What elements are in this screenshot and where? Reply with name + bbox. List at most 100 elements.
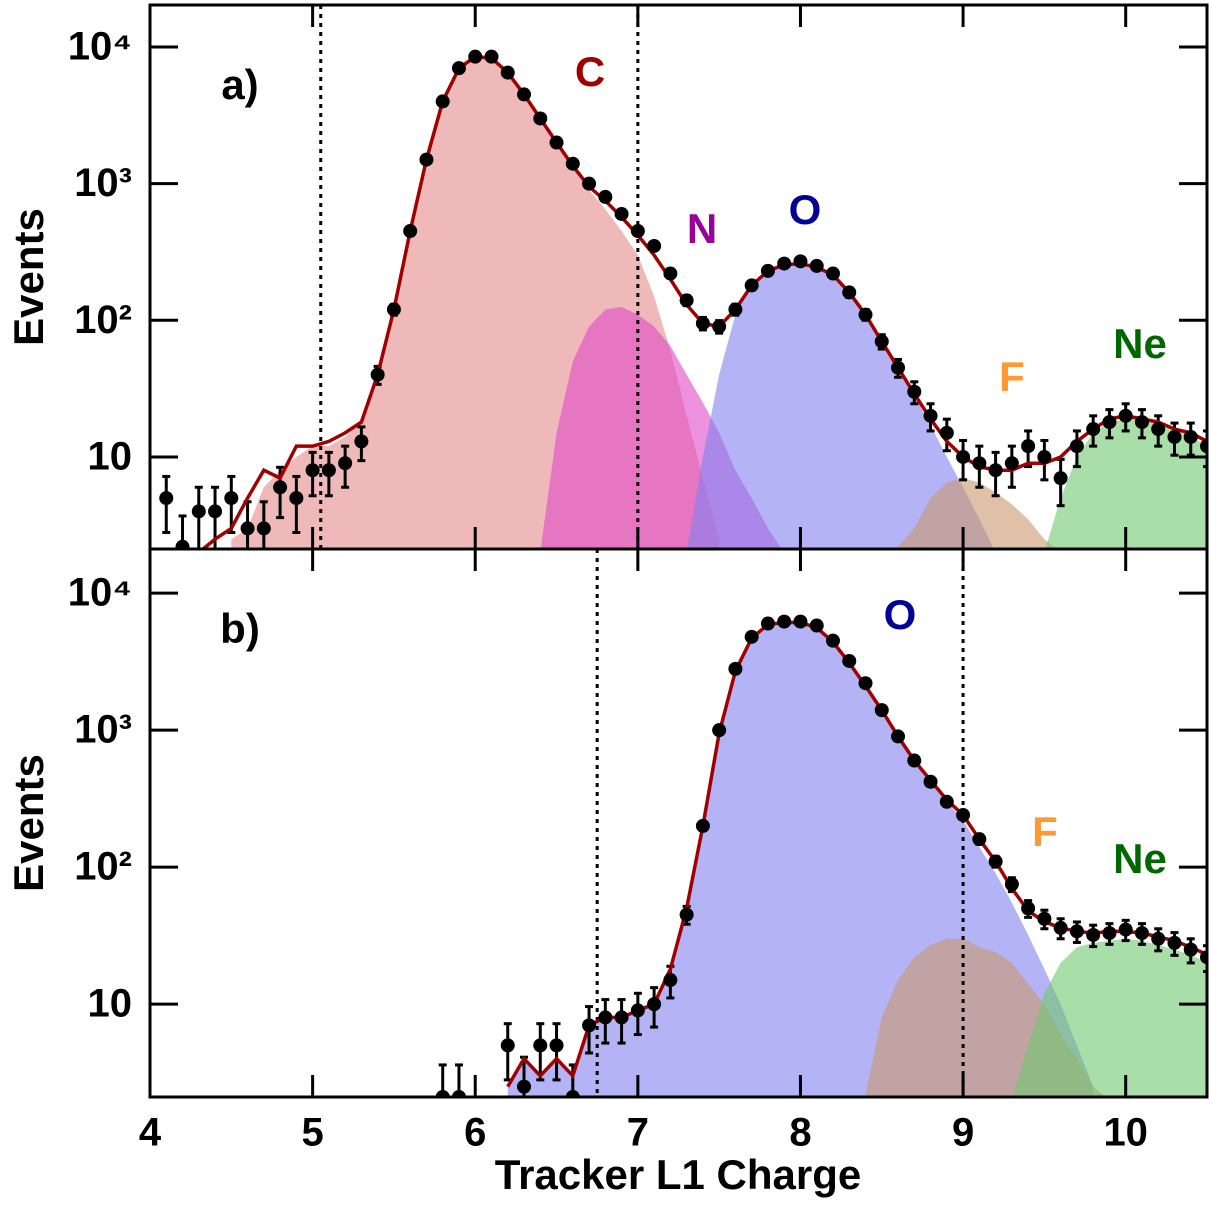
data-point [1167, 429, 1182, 444]
data-point [777, 256, 792, 271]
y-tick-label: 10⁴ [68, 25, 132, 69]
data-point [1134, 926, 1149, 941]
data-point [939, 425, 954, 440]
data-point [647, 997, 662, 1012]
component-area [1045, 418, 1207, 549]
data-point [972, 456, 987, 471]
data-point [614, 206, 629, 221]
species-label: O [789, 186, 822, 233]
data-point [289, 491, 304, 506]
x-tick-label: 6 [464, 1111, 486, 1155]
data-point [1183, 942, 1198, 957]
data-point [582, 176, 597, 191]
data-point [159, 491, 174, 506]
y-axis-title: Events [5, 208, 52, 346]
data-point [695, 316, 710, 331]
data-point [500, 1038, 515, 1053]
data-point [1037, 911, 1052, 926]
data-point [1053, 471, 1068, 486]
y-tick-label: 10³ [74, 708, 132, 752]
data-point [565, 156, 580, 171]
data-point [956, 808, 971, 823]
data-point [1118, 408, 1133, 423]
y-tick-label: 10⁴ [68, 571, 132, 615]
data-point [484, 49, 499, 64]
y-tick-label: 10 [88, 982, 133, 1026]
data-point [1086, 927, 1101, 942]
data-point [956, 449, 971, 464]
data-point [1102, 926, 1117, 941]
data-point [728, 302, 743, 317]
panel-label: b) [220, 605, 260, 652]
data-point [191, 504, 206, 519]
data-point [663, 973, 678, 988]
species-label: F [1032, 808, 1058, 855]
data-point [598, 189, 613, 204]
data-point [728, 661, 743, 676]
data-point [744, 629, 759, 644]
data-point [533, 1038, 548, 1053]
data-point [240, 521, 255, 536]
species-label: F [999, 353, 1025, 400]
data-point [842, 285, 857, 300]
data-point [321, 463, 336, 478]
x-tick-label: 7 [627, 1111, 649, 1155]
panel-label: a) [221, 61, 258, 108]
y-axis-title: Events [5, 754, 52, 892]
data-point [679, 293, 694, 308]
data-point [1004, 456, 1019, 471]
x-axis-title: Tracker L1 Charge [495, 1151, 862, 1198]
data-point [175, 539, 190, 549]
data-point [1021, 439, 1036, 454]
data-point [972, 832, 987, 847]
data-point [663, 266, 678, 281]
data-point [468, 49, 483, 64]
data-point [273, 480, 288, 495]
data-point [1102, 415, 1117, 430]
y-tick-label: 10³ [74, 161, 132, 205]
data-point [712, 319, 727, 334]
data-point [874, 334, 889, 349]
data-point [582, 1018, 597, 1033]
data-point [451, 61, 466, 76]
data-point [842, 653, 857, 668]
data-point [1200, 950, 1207, 965]
data-point [1053, 920, 1068, 935]
data-point [354, 434, 369, 449]
data-point [500, 65, 515, 80]
data-point [809, 618, 824, 633]
data-point [451, 1090, 466, 1097]
y-tick-label: 10² [74, 845, 132, 889]
data-point [1151, 422, 1166, 437]
data-point [858, 307, 873, 322]
component-area [1012, 938, 1207, 1097]
data-point [419, 152, 434, 167]
species-label: O [884, 591, 917, 638]
data-point [777, 614, 792, 629]
x-tick-label: 9 [952, 1111, 974, 1155]
data-point [1021, 901, 1036, 916]
species-label: C [575, 48, 605, 95]
data-point [907, 753, 922, 768]
data-point [517, 1079, 532, 1094]
data-point [549, 135, 564, 150]
x-tick-label: 4 [139, 1111, 162, 1155]
data-point [809, 258, 824, 273]
data-point [435, 1090, 450, 1097]
data-point [923, 774, 938, 789]
data-point [858, 676, 873, 691]
data-point [793, 614, 808, 629]
data-point [565, 1090, 580, 1097]
species-label: Ne [1113, 835, 1167, 882]
data-point [1167, 935, 1182, 950]
data-point [874, 703, 889, 718]
data-point [695, 818, 710, 833]
data-point [1118, 922, 1133, 937]
plot-area [435, 549, 1207, 1097]
data-point [760, 616, 775, 631]
data-point [939, 794, 954, 809]
data-point [598, 1010, 613, 1025]
data-point [386, 302, 401, 317]
data-point [614, 1010, 629, 1025]
